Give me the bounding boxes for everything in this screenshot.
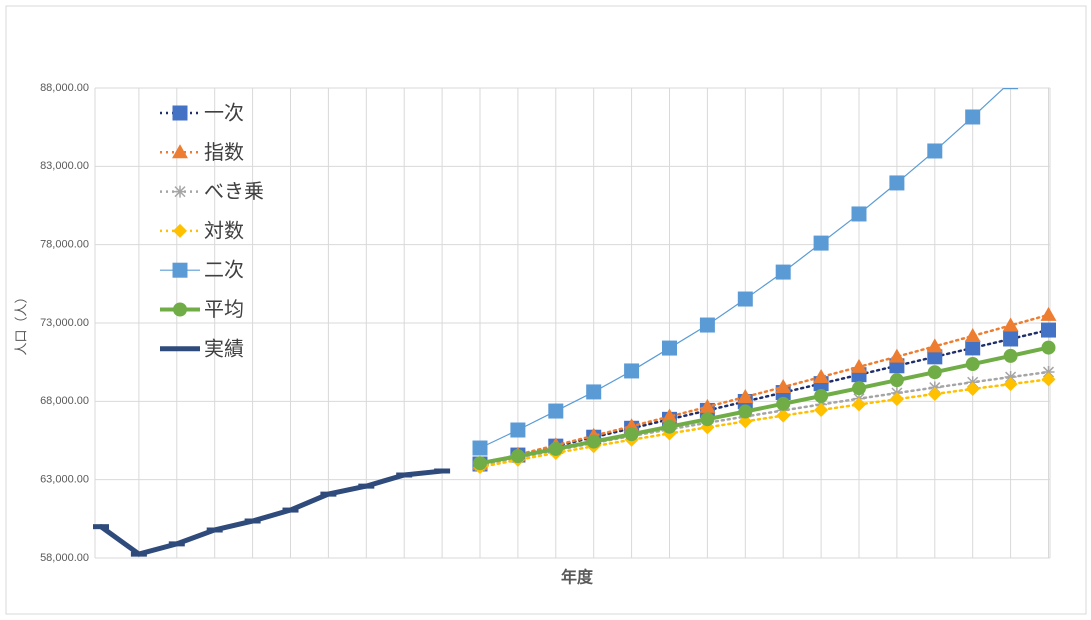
marker xyxy=(1003,348,1018,363)
series-line xyxy=(478,313,1050,466)
marker xyxy=(776,408,791,423)
marker xyxy=(965,357,980,372)
marker xyxy=(737,291,753,307)
marker xyxy=(174,185,186,198)
series-line xyxy=(478,345,1051,466)
marker xyxy=(624,427,639,442)
marker xyxy=(852,397,866,412)
marker xyxy=(510,449,525,464)
marker xyxy=(172,262,188,278)
marker xyxy=(889,373,904,388)
marker xyxy=(814,389,829,404)
marker xyxy=(662,340,677,356)
y-tick-label: 58,000.00 xyxy=(40,552,89,564)
marker xyxy=(699,317,715,333)
legend-label: 一次 xyxy=(204,101,244,125)
marker xyxy=(699,398,716,413)
marker xyxy=(813,369,830,384)
legend-label: 二次 xyxy=(204,258,244,282)
marker xyxy=(1002,317,1019,332)
marker xyxy=(1042,366,1055,379)
plot-area xyxy=(93,88,1057,557)
marker xyxy=(775,264,791,280)
marker xyxy=(172,144,188,159)
marker xyxy=(776,396,791,411)
y-tick-label: 63,000.00 xyxy=(40,474,89,486)
marker xyxy=(888,348,905,363)
marker xyxy=(737,388,754,403)
marker xyxy=(738,414,753,429)
marker xyxy=(510,422,526,438)
marker xyxy=(814,402,829,417)
marker xyxy=(775,379,792,394)
marker xyxy=(624,363,640,379)
marker xyxy=(927,143,943,159)
marker xyxy=(473,456,487,471)
marker xyxy=(548,441,563,456)
series-line xyxy=(479,88,1005,449)
marker xyxy=(586,434,601,449)
series-line xyxy=(478,378,1050,469)
legend-label: 指数 xyxy=(204,140,244,164)
legend-label: 平均 xyxy=(204,297,244,321)
marker xyxy=(889,175,905,191)
marker xyxy=(1003,331,1019,347)
marker xyxy=(172,105,188,121)
legend-label: べき乗 xyxy=(204,179,264,203)
legend-label: 対数 xyxy=(204,218,244,242)
y-axis-title: 人口（人） xyxy=(15,290,30,355)
marker xyxy=(965,340,981,356)
marker xyxy=(852,381,866,396)
y-tick-label: 78,000.00 xyxy=(40,239,89,251)
marker xyxy=(661,408,678,423)
y-tick-label: 73,000.00 xyxy=(40,317,89,329)
marker xyxy=(1003,88,1019,90)
marker xyxy=(965,381,980,396)
marker xyxy=(926,338,943,353)
marker xyxy=(1041,340,1056,355)
marker xyxy=(851,206,867,222)
x-axis-title: 年度 xyxy=(561,568,594,587)
marker xyxy=(700,412,715,427)
marker xyxy=(173,302,187,317)
y-tick-label: 88,000.00 xyxy=(40,82,89,94)
marker xyxy=(813,235,829,251)
marker xyxy=(964,327,981,342)
marker xyxy=(1004,371,1017,384)
marker xyxy=(927,386,942,401)
marker xyxy=(1040,306,1057,321)
marker xyxy=(738,404,753,419)
marker xyxy=(548,403,564,419)
marker xyxy=(586,384,602,400)
series-line xyxy=(98,468,445,557)
marker xyxy=(927,365,942,380)
marker xyxy=(1003,377,1018,392)
legend-label: 実績 xyxy=(204,336,244,360)
marker xyxy=(662,419,677,434)
marker xyxy=(1041,372,1056,387)
y-tick-label: 68,000.00 xyxy=(40,395,89,407)
marker xyxy=(1041,322,1056,338)
marker xyxy=(889,392,904,407)
marker xyxy=(851,358,867,373)
marker xyxy=(173,223,187,238)
y-tick-label: 83,000.00 xyxy=(40,160,89,172)
marker xyxy=(472,440,488,456)
marker xyxy=(965,109,981,125)
